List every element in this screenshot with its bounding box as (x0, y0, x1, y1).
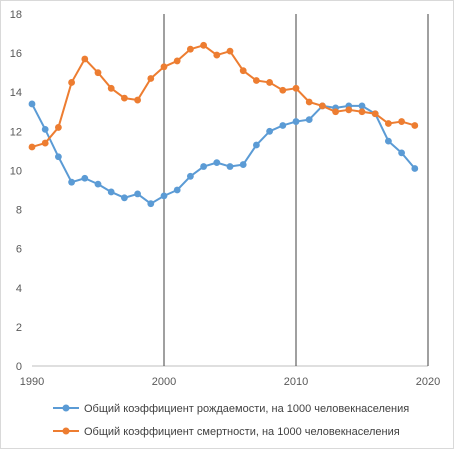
series-line-births (31, 103, 416, 205)
legend-entry-births: Общий коэффициент рождаемости, на 1000 ч… (53, 403, 409, 415)
data-point-deaths (68, 79, 75, 86)
data-point-deaths (266, 79, 273, 86)
data-point-births (41, 125, 49, 133)
data-point-births (187, 172, 194, 180)
data-point-births (173, 186, 181, 194)
data-point-deaths (385, 120, 392, 127)
data-point-deaths (81, 55, 89, 63)
data-point-births (121, 194, 128, 202)
data-point-births (160, 192, 168, 200)
x-tick-label: 2010 (284, 376, 308, 388)
data-point-deaths (187, 45, 194, 53)
data-point-births (292, 118, 300, 125)
data-point-births (94, 180, 102, 188)
data-point-deaths (345, 106, 353, 114)
data-point-births (239, 161, 247, 168)
data-point-deaths (134, 96, 142, 104)
legend-label-deaths: Общий коэффициент смертности, на 1000 че… (84, 426, 400, 438)
data-point-births (68, 178, 75, 186)
data-point-deaths (239, 67, 247, 75)
data-point-deaths (94, 69, 102, 77)
y-tick-label: 8 (16, 205, 22, 217)
data-point-deaths (160, 63, 168, 71)
legend-marker-births (62, 404, 70, 412)
data-point-births (134, 190, 142, 198)
data-point-births (81, 174, 89, 182)
y-tick-label: 2 (16, 322, 22, 334)
data-point-deaths (279, 86, 287, 94)
data-point-deaths (41, 139, 49, 147)
data-point-births (385, 137, 392, 145)
data-point-deaths (55, 124, 62, 131)
data-point-births (398, 149, 405, 157)
data-point-deaths (253, 77, 260, 84)
y-tick-label: 14 (10, 87, 22, 99)
x-tick-label: 2000 (152, 376, 176, 388)
data-point-deaths (358, 108, 366, 116)
data-point-births (266, 127, 273, 135)
data-point-deaths (121, 94, 128, 102)
data-point-deaths (292, 84, 300, 92)
legend: Общий коэффициент рождаемости, на 1000 ч… (53, 403, 409, 438)
y-tick-label: 16 (10, 48, 22, 60)
series-deaths (28, 41, 419, 151)
data-point-births (226, 163, 234, 170)
legend-label-births: Общий коэффициент рождаемости, на 1000 ч… (84, 403, 409, 415)
data-point-deaths (371, 110, 379, 118)
data-point-births (28, 100, 36, 108)
data-point-deaths (332, 108, 339, 116)
series-births (28, 100, 419, 208)
data-point-births (213, 159, 221, 167)
y-tick-label: 12 (10, 126, 22, 138)
data-point-deaths (411, 122, 419, 129)
series-layer (28, 41, 419, 208)
data-point-deaths (319, 102, 326, 110)
legend-entry-deaths: Общий коэффициент смертности, на 1000 че… (53, 426, 400, 438)
data-point-deaths (226, 47, 234, 55)
data-point-births (305, 116, 313, 123)
x-tick-label: 1990 (20, 376, 44, 388)
data-point-births (358, 102, 366, 110)
y-tick-label: 0 (16, 361, 22, 373)
y-tick-label: 10 (10, 165, 22, 177)
data-point-deaths (107, 84, 115, 92)
data-point-deaths (213, 51, 221, 59)
axes: 0 2 4 6 8 10 12 14 16 18 1990 2000 2010 2020 (10, 9, 440, 388)
y-tick-label: 6 (16, 244, 22, 256)
data-point-deaths (28, 143, 36, 151)
data-point-births (253, 141, 260, 149)
data-point-deaths (173, 57, 181, 65)
data-point-deaths (305, 98, 313, 106)
data-point-births (147, 200, 155, 208)
data-point-births (55, 153, 62, 161)
data-point-deaths (147, 75, 155, 82)
series-line-deaths (31, 44, 416, 148)
data-point-births (279, 122, 287, 129)
data-point-deaths (398, 118, 405, 125)
x-tick-label: 2020 (416, 376, 440, 388)
legend-marker-deaths (62, 427, 70, 435)
y-tick-label: 18 (10, 9, 22, 21)
y-tick-label: 4 (16, 283, 22, 295)
data-point-births (411, 165, 419, 172)
data-point-deaths (200, 41, 208, 49)
data-point-births (200, 163, 208, 170)
data-point-births (107, 188, 115, 196)
